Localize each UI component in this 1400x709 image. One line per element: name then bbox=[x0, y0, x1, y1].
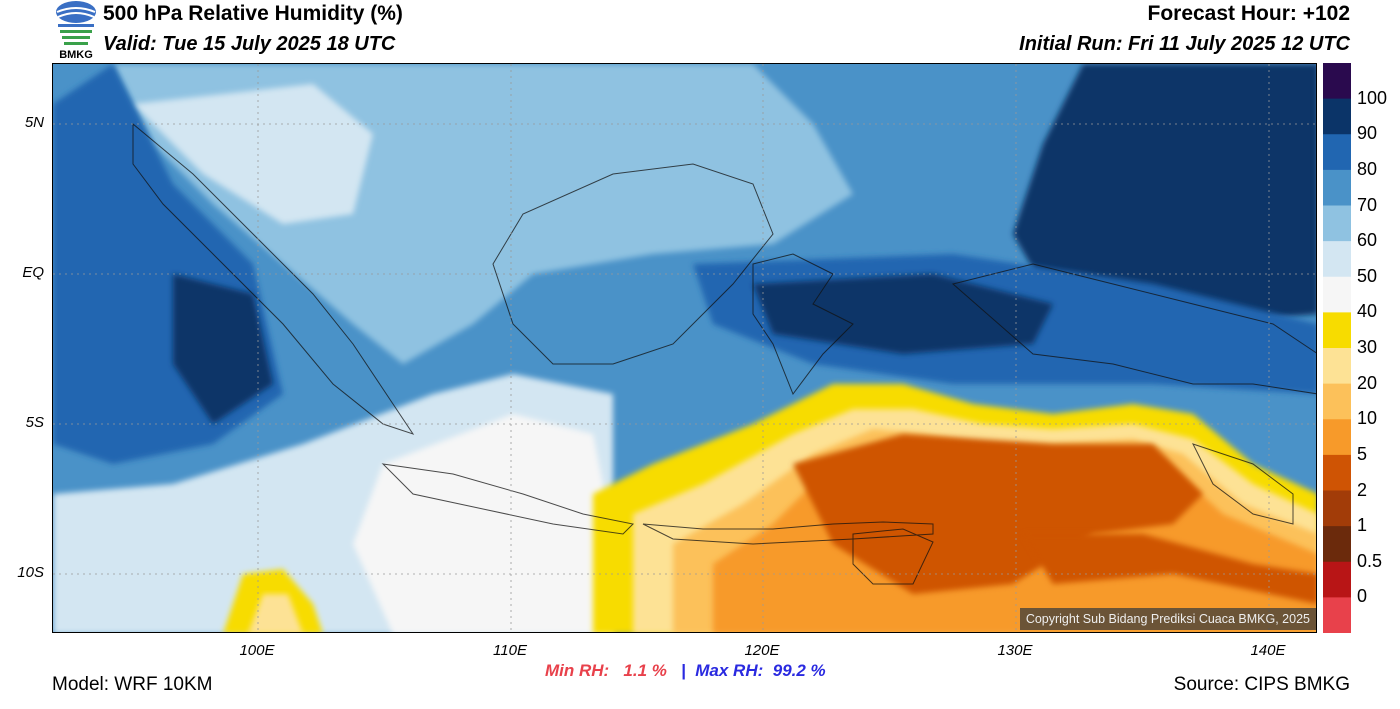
colorbar-label: 5 bbox=[1357, 443, 1368, 464]
colorbar-swatch bbox=[1323, 526, 1351, 563]
lon-label-120e: 120E bbox=[744, 642, 780, 659]
lat-label-5s: 5S bbox=[25, 414, 44, 431]
colorbar-swatch bbox=[1323, 241, 1351, 278]
colorbar-swatch bbox=[1323, 561, 1351, 598]
lat-label-eq: EQ bbox=[22, 264, 44, 281]
initial-run: Initial Run: Fri 11 July 2025 12 UTC bbox=[1019, 33, 1350, 55]
humidity-map bbox=[52, 63, 1317, 633]
copyright-note: Copyright Sub Bidang Prediksi Cuaca BMKG… bbox=[1019, 608, 1316, 630]
colorbar bbox=[1323, 63, 1351, 634]
source-label: Source: CIPS BMKG bbox=[1173, 674, 1350, 695]
colorbar-swatch bbox=[1323, 134, 1351, 171]
colorbar-swatch bbox=[1323, 169, 1351, 207]
colorbar-label: 70 bbox=[1357, 194, 1378, 215]
colorbar-label: 60 bbox=[1357, 230, 1378, 251]
lat-label-10s: 10S bbox=[17, 564, 44, 581]
colorbar-swatch bbox=[1323, 454, 1351, 492]
colorbar-label: 2 bbox=[1357, 479, 1368, 500]
colorbar-swatch bbox=[1323, 490, 1351, 527]
colorbar-swatch bbox=[1323, 276, 1351, 313]
lon-label-130e: 130E bbox=[997, 642, 1033, 659]
colorbar-swatch bbox=[1323, 383, 1351, 420]
lon-label-100e: 100E bbox=[239, 642, 275, 659]
lon-label-140e: 140E bbox=[1250, 642, 1286, 659]
colorbar-label: 30 bbox=[1357, 337, 1378, 357]
lon-label-110e: 110E bbox=[493, 642, 527, 659]
colorbar-label: 0 bbox=[1357, 586, 1368, 607]
max-rh-label: Max RH: bbox=[695, 661, 764, 680]
colorbar-swatch bbox=[1323, 348, 1351, 385]
bmkg-logo: BMKG bbox=[52, 0, 100, 62]
colorbar-label: 100 bbox=[1357, 87, 1388, 108]
logo-text: BMKG bbox=[59, 49, 93, 61]
colorbar-swatch bbox=[1323, 63, 1351, 100]
model-label: Model: WRF 10KM bbox=[52, 674, 213, 695]
colorbar-swatch bbox=[1323, 98, 1351, 135]
valid-time: Valid: Tue 15 July 2025 18 UTC bbox=[103, 33, 396, 55]
colorbar-label: 90 bbox=[1357, 123, 1378, 144]
rh-stats: Min RH: 1.1 % | Max RH: 99.2 % bbox=[545, 661, 826, 681]
colorbar-label: 80 bbox=[1357, 158, 1378, 179]
max-rh-value: 99.2 % bbox=[772, 661, 826, 680]
colorbar-label: 1 bbox=[1357, 515, 1368, 536]
colorbar-label: 50 bbox=[1357, 265, 1378, 286]
colorbar-label: 40 bbox=[1357, 301, 1378, 322]
colorbar-swatch bbox=[1323, 312, 1351, 349]
stats-separator: | bbox=[681, 661, 686, 680]
colorbar-label: 10 bbox=[1357, 408, 1378, 429]
lat-label-5n: 5N bbox=[24, 114, 44, 131]
colorbar-swatch bbox=[1323, 419, 1351, 456]
colorbar-swatch bbox=[1323, 597, 1351, 634]
colorbar-label: 0.5 bbox=[1357, 550, 1383, 571]
min-rh-value: 1.1 % bbox=[623, 661, 667, 680]
colorbar-swatch bbox=[1323, 205, 1351, 242]
map-title: 500 hPa Relative Humidity (%) bbox=[103, 2, 403, 25]
colorbar-label: 20 bbox=[1357, 372, 1378, 393]
min-rh-label: Min RH: bbox=[545, 661, 610, 680]
forecast-hour: Forecast Hour: +102 bbox=[1147, 2, 1351, 25]
